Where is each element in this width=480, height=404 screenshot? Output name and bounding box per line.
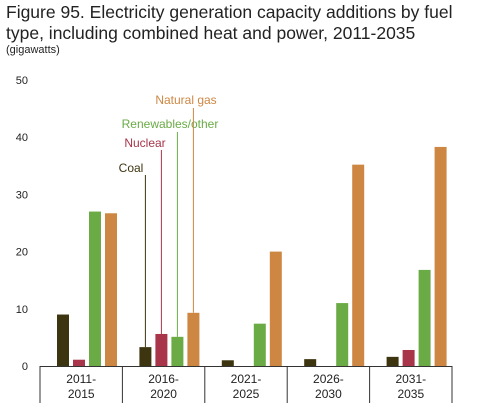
- legend-label-natural-gas: Natural gas: [155, 93, 216, 107]
- bar-renewables-other: [418, 269, 431, 366]
- x-tick-label: 2016-: [148, 372, 179, 386]
- bar-natural-gas: [187, 312, 200, 366]
- bar-coal: [139, 347, 152, 366]
- bar-nuclear: [402, 349, 415, 366]
- y-tick-label: 10: [16, 304, 28, 316]
- bar-coal: [304, 359, 317, 366]
- x-tick-label: 2030: [315, 387, 342, 401]
- y-tick-label: 50: [16, 75, 28, 87]
- x-tick-label: 2031-: [395, 372, 426, 386]
- bar-natural-gas: [352, 164, 365, 366]
- legend-label-renewables-other: Renewables/other: [122, 117, 219, 131]
- unit-label: (gigawatts): [6, 44, 60, 56]
- x-tick-label: 2011-: [66, 372, 96, 386]
- y-tick-label: 0: [22, 361, 28, 373]
- bar-renewables-other: [171, 336, 184, 366]
- bar-nuclear: [73, 359, 85, 366]
- x-tick-label: 2021-: [231, 372, 262, 386]
- bar-renewables-other: [89, 211, 101, 366]
- legend-label-nuclear: Nuclear: [124, 136, 165, 150]
- x-tick-label: 2015: [68, 387, 95, 401]
- bar-natural-gas: [105, 213, 117, 366]
- x-tick-label: 2020: [150, 387, 177, 401]
- x-tick-label: 2026-: [313, 372, 344, 386]
- bar-natural-gas: [434, 146, 447, 366]
- legend-label-coal: Coal: [119, 161, 144, 175]
- chart-title: Figure 95. Electricity generation capaci…: [6, 2, 453, 43]
- y-tick-label: 20: [16, 247, 28, 259]
- y-tick-label: 40: [16, 132, 28, 144]
- bar-renewables-other: [253, 323, 266, 366]
- bar-coal: [386, 356, 399, 366]
- x-tick-label: 2025: [233, 387, 260, 401]
- bar-nuclear: [155, 333, 168, 366]
- bar-natural-gas: [269, 251, 282, 366]
- x-tick-label: 2035: [397, 387, 424, 401]
- bar-renewables-other: [336, 303, 349, 366]
- y-tick-label: 30: [16, 189, 28, 201]
- bar-coal: [57, 314, 69, 366]
- bar-coal: [221, 360, 234, 366]
